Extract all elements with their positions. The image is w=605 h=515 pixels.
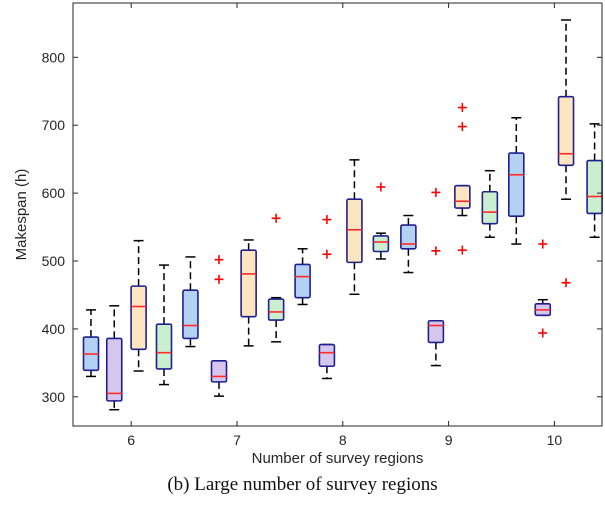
box-19 [557,19,575,288]
x-tick-label-7: 7 [233,432,241,448]
box-body [155,323,173,370]
x-tick-label-9: 9 [445,432,453,448]
outlier-marker [538,328,548,338]
box-body [105,337,123,402]
box-body [372,235,390,253]
outlier-marker [271,213,281,223]
y-axis-title: Makespan (h) [13,169,30,261]
box-body [294,263,311,299]
box-17 [508,116,525,245]
x-axis-title: Number of survey regions [252,450,424,467]
box-8 [267,213,285,343]
box-4 [155,264,173,386]
box-11 [346,159,363,296]
box-body [130,285,147,351]
box-9 [294,248,311,306]
box-body [586,159,603,215]
outlier-marker [457,245,467,255]
y-tick-label-400: 400 [42,321,66,337]
box-body [318,343,336,368]
x-tick-label-8: 8 [339,432,347,448]
figure-caption: (b) Large number of survey regions [167,474,438,495]
boxes-layer [82,19,603,411]
box-1 [82,309,100,378]
outlier-marker [561,278,571,288]
box-body [267,298,285,321]
boxplot-chart: 300 400 500 600 700 800 6 7 8 9 10 Number of surve… [13,2,603,467]
box-body [240,249,257,318]
outlier-marker [457,103,467,113]
y-tick-label-600: 600 [42,185,66,201]
box-body [210,360,228,383]
outlier-marker [322,215,332,225]
x-tick-label-10: 10 [547,432,563,448]
y-tick-label-700: 700 [42,117,66,133]
box-6 [210,255,228,397]
box-body [557,95,575,167]
y-tick-label-800: 800 [42,49,66,65]
y-tick-label-500: 500 [42,253,66,269]
box-14 [427,187,445,367]
box-16 [481,169,499,238]
box-body [454,184,471,209]
box-12 [372,182,390,260]
box-body [427,319,445,344]
ticks-layer: 300 400 500 600 700 800 6 7 8 9 10 [42,3,602,448]
outlier-marker [376,182,386,192]
box-5 [182,256,199,348]
outlier-marker [322,249,332,259]
axes-frame [72,2,603,427]
outlier-marker [538,239,548,249]
box-body [508,152,525,217]
box-10 [318,215,336,380]
outlier-marker [431,187,441,197]
box-18 [534,239,552,338]
box-15 [454,103,471,255]
box-body [346,198,363,264]
box-body [182,289,199,340]
box-3 [130,239,147,372]
box-body [481,190,499,225]
outlier-marker [214,255,224,265]
box-body [400,224,417,250]
outlier-marker [457,122,467,132]
outlier-marker [214,274,224,284]
x-tick-label-6: 6 [127,432,135,448]
box-7 [240,239,257,347]
outlier-marker [431,246,441,256]
box-2 [105,305,123,411]
y-tick-label-300: 300 [42,389,66,405]
box-13 [400,214,417,274]
